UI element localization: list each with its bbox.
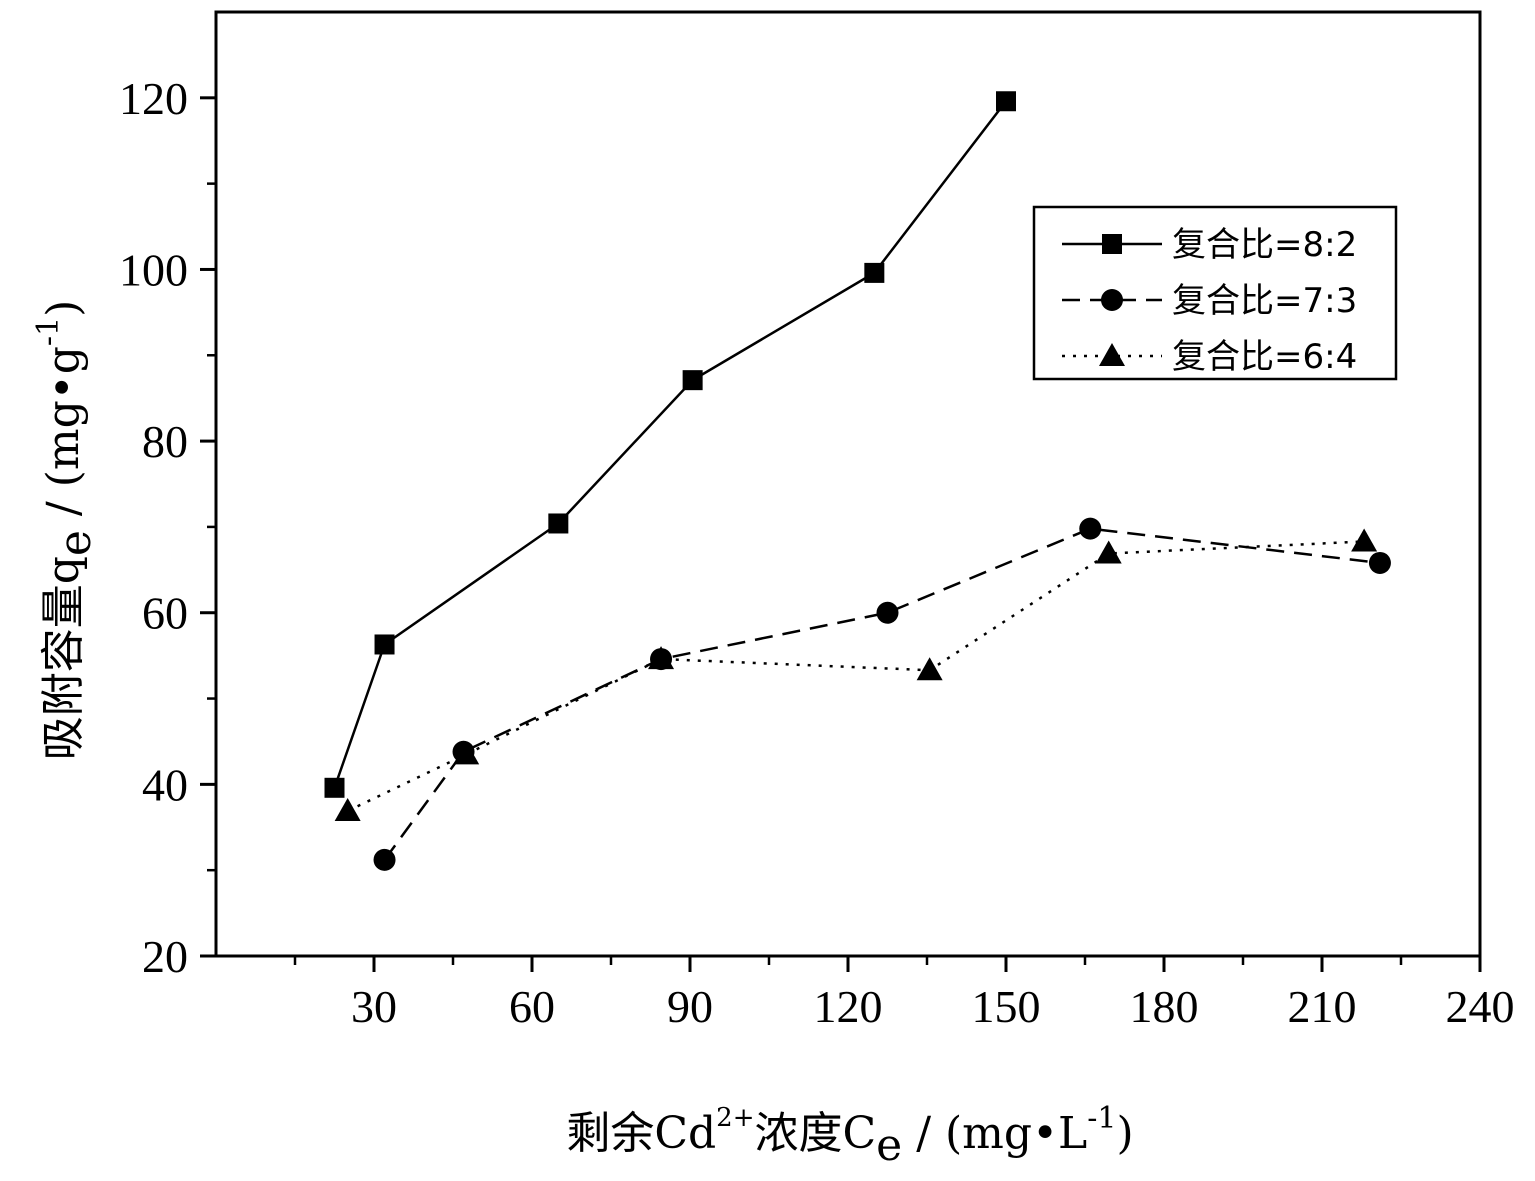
legend: 复合比=8:2 复合比=7:3 复合比=6:4	[1032, 205, 1398, 381]
y-tick-label: 40	[142, 759, 188, 810]
x-tick-label: 30	[351, 981, 397, 1032]
x-tick-label: 240	[1446, 981, 1515, 1032]
plot-area-frame	[214, 10, 1482, 958]
data-point	[864, 262, 885, 283]
series-line	[333, 100, 1007, 789]
data-point	[374, 634, 395, 655]
x-tick-label: 180	[1130, 981, 1199, 1032]
y-tick-label: 20	[142, 931, 188, 982]
legend-marker	[1102, 234, 1122, 254]
legend-label: 复合比=8:2	[1172, 225, 1357, 265]
legend-label: 复合比=7:3	[1172, 281, 1357, 321]
x-tick-label: 210	[1288, 981, 1357, 1032]
data-point	[876, 601, 899, 624]
x-tick-label: 150	[972, 981, 1041, 1032]
series-2	[373, 517, 1391, 871]
x-tick-label: 60	[509, 981, 555, 1032]
data-point	[682, 370, 703, 391]
x-axis-title: 剩余Cd2+浓度Ce / (mg•L-1)	[566, 1101, 1133, 1171]
x-tick-label: 120	[814, 981, 883, 1032]
y-axis-title: 吸附容量qe / (mg•g-1)	[31, 300, 101, 761]
y-tick-label: 80	[142, 416, 188, 467]
series-1	[324, 91, 1016, 798]
data-point	[373, 848, 396, 871]
legend-marker	[1101, 289, 1123, 311]
x-tick-label: 90	[667, 981, 713, 1032]
legend-marker	[1099, 343, 1125, 366]
data-point	[453, 741, 480, 765]
series-layer	[324, 91, 1391, 871]
series-3	[334, 528, 1378, 821]
series-line	[347, 540, 1365, 813]
data-point	[1095, 540, 1122, 564]
data-point	[1351, 528, 1378, 552]
data-point	[648, 646, 675, 670]
axis-ticks: 30 60 90 120 150 180 210 240 20 40 60 80 100 120	[119, 73, 1515, 1032]
data-point	[548, 513, 569, 534]
y-tick-label: 60	[142, 588, 188, 639]
y-tick-label: 120	[119, 73, 188, 124]
legend-label: 复合比=6:4	[1172, 337, 1357, 377]
series-line	[383, 527, 1381, 861]
data-point	[334, 797, 361, 821]
data-point	[916, 657, 943, 681]
data-point	[1368, 551, 1391, 574]
data-point	[324, 777, 345, 798]
data-point	[996, 91, 1016, 112]
y-tick-label: 100	[119, 244, 188, 295]
legend-box	[1032, 205, 1398, 381]
data-point	[1079, 517, 1102, 540]
